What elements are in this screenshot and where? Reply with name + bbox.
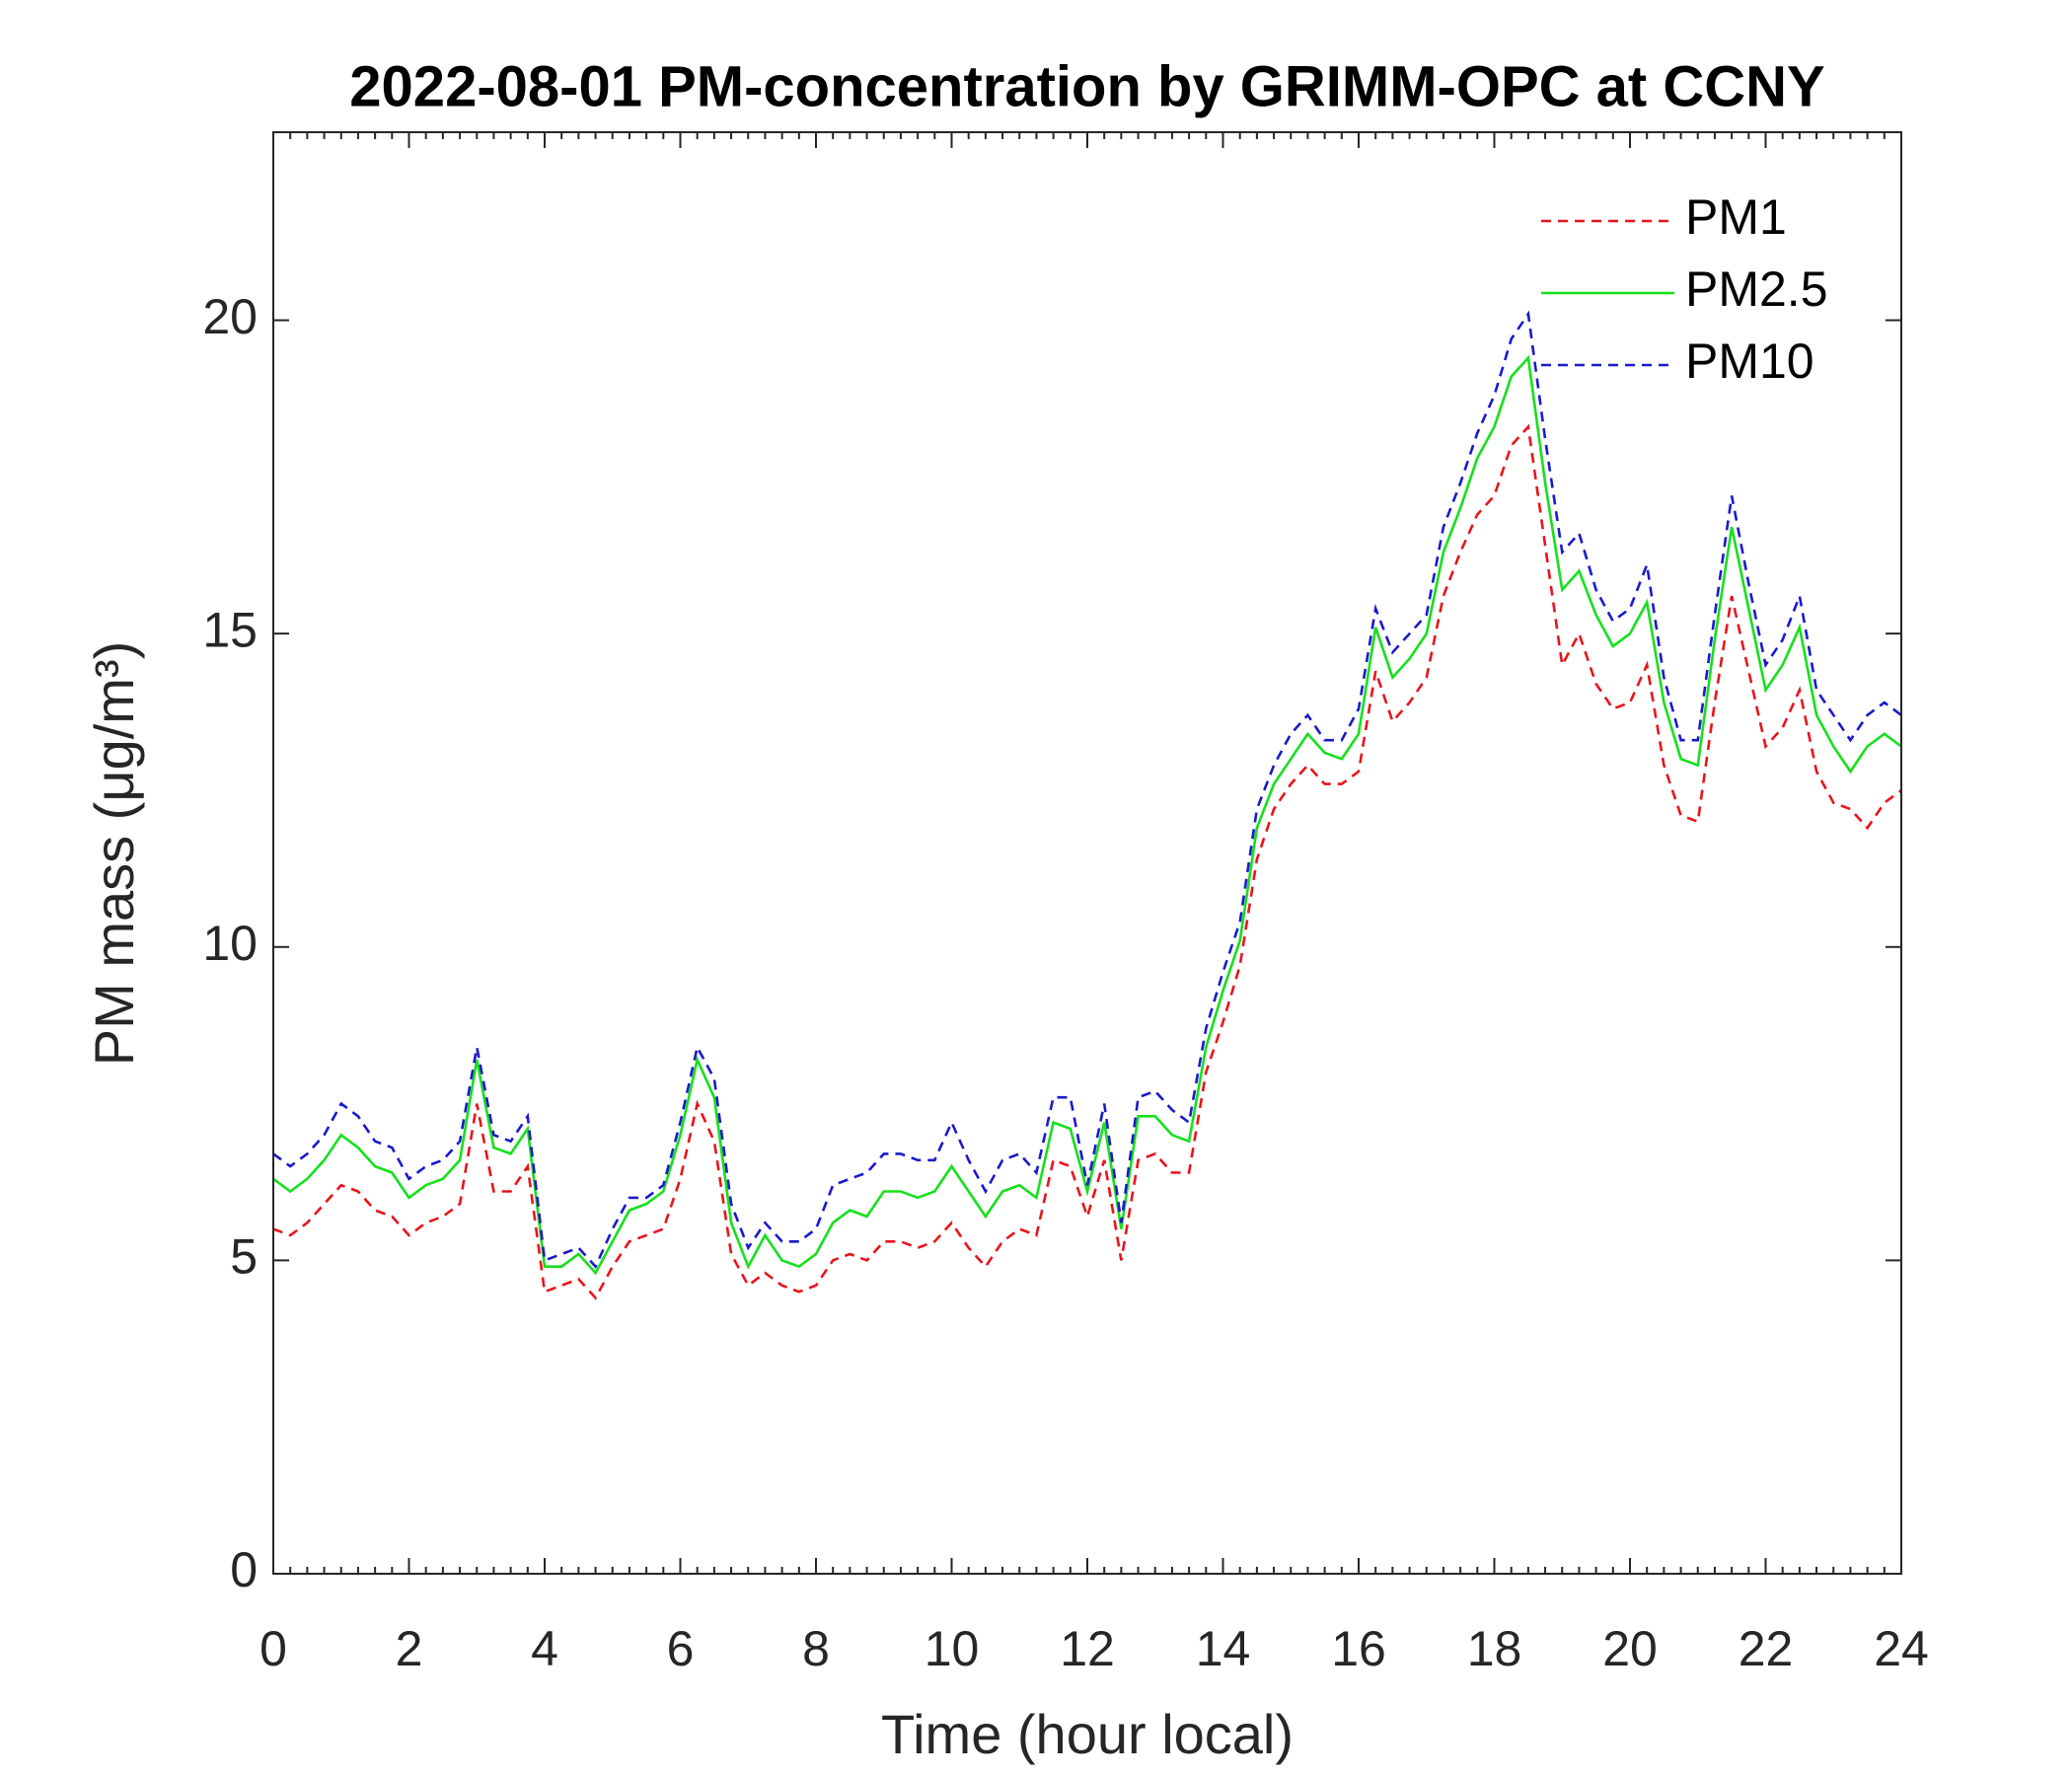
- series-line: [272, 310, 1902, 1270]
- x-tick-label: 20: [1602, 1621, 1658, 1676]
- series-line: [272, 354, 1902, 1276]
- x-tick-label: 6: [667, 1621, 695, 1676]
- y-axis-label: PM mass (μg/m³): [83, 641, 145, 1066]
- legend-label: PM1: [1685, 189, 1787, 245]
- legend-label: PM2.5: [1685, 261, 1828, 317]
- x-tick-label: 14: [1196, 1621, 1251, 1676]
- x-axis-label: Time (hour local): [881, 1703, 1294, 1765]
- x-tick-label: 0: [259, 1621, 287, 1676]
- x-tick-label: 18: [1467, 1621, 1522, 1676]
- y-tick-label: 0: [230, 1542, 258, 1597]
- y-tick-label: 5: [230, 1229, 258, 1285]
- axes-box: [272, 131, 1902, 1575]
- x-tick-label: 12: [1060, 1621, 1115, 1676]
- legend-label: PM10: [1685, 333, 1814, 389]
- x-tick-label: 16: [1331, 1621, 1386, 1676]
- y-tick-label: 20: [202, 289, 258, 344]
- plot-area: 0 2 4 6 8 10 12 14 16 18 20 22 2405101520PM1PM2.5PM1…: [202, 131, 1929, 1676]
- chart-title: 2022-08-01 PM-concentration by GRIMM-OPC…: [349, 54, 1824, 118]
- x-tick-label: 8: [802, 1621, 830, 1676]
- x-tick-label: 22: [1739, 1621, 1794, 1676]
- x-tick-label: 2: [396, 1621, 423, 1676]
- x-tick-label: 10: [925, 1621, 980, 1676]
- x-tick-label: 24: [1874, 1621, 1929, 1676]
- y-tick-label: 15: [202, 602, 258, 657]
- x-tick-label: 4: [531, 1621, 558, 1676]
- y-tick-label: 10: [202, 916, 258, 971]
